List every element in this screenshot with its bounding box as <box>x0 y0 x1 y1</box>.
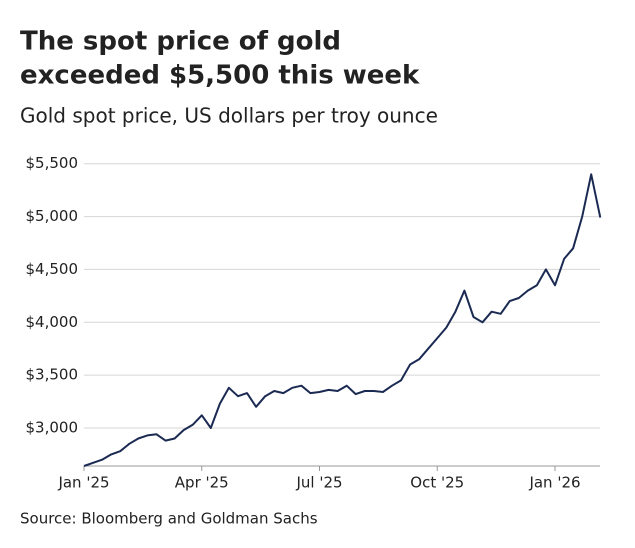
y-tick-label: $4,500 <box>26 260 79 278</box>
y-tick-label: $3,500 <box>26 366 79 384</box>
x-tick-label: Jan '25 <box>57 474 109 492</box>
y-tick-label: $5,500 <box>26 154 79 172</box>
chart-title: The spot price of gold <box>20 27 341 57</box>
x-tick-label: Apr '25 <box>175 474 229 492</box>
x-tick-label: Jul '25 <box>295 474 342 492</box>
x-tick-label: Jan '26 <box>528 474 580 492</box>
x-tick-label: Oct '25 <box>410 474 464 492</box>
price-line <box>83 173 602 467</box>
y-tick-label: $4,000 <box>26 313 79 331</box>
source: Source: Bloomberg and Goldman Sachs <box>20 510 318 528</box>
chart-title: exceeded $5,500 this week <box>20 61 420 91</box>
y-tick-label: $5,000 <box>26 207 79 225</box>
y-tick-label: $3,000 <box>26 418 79 436</box>
chart-subtitle: Gold spot price, US dollars per troy oun… <box>20 104 438 128</box>
